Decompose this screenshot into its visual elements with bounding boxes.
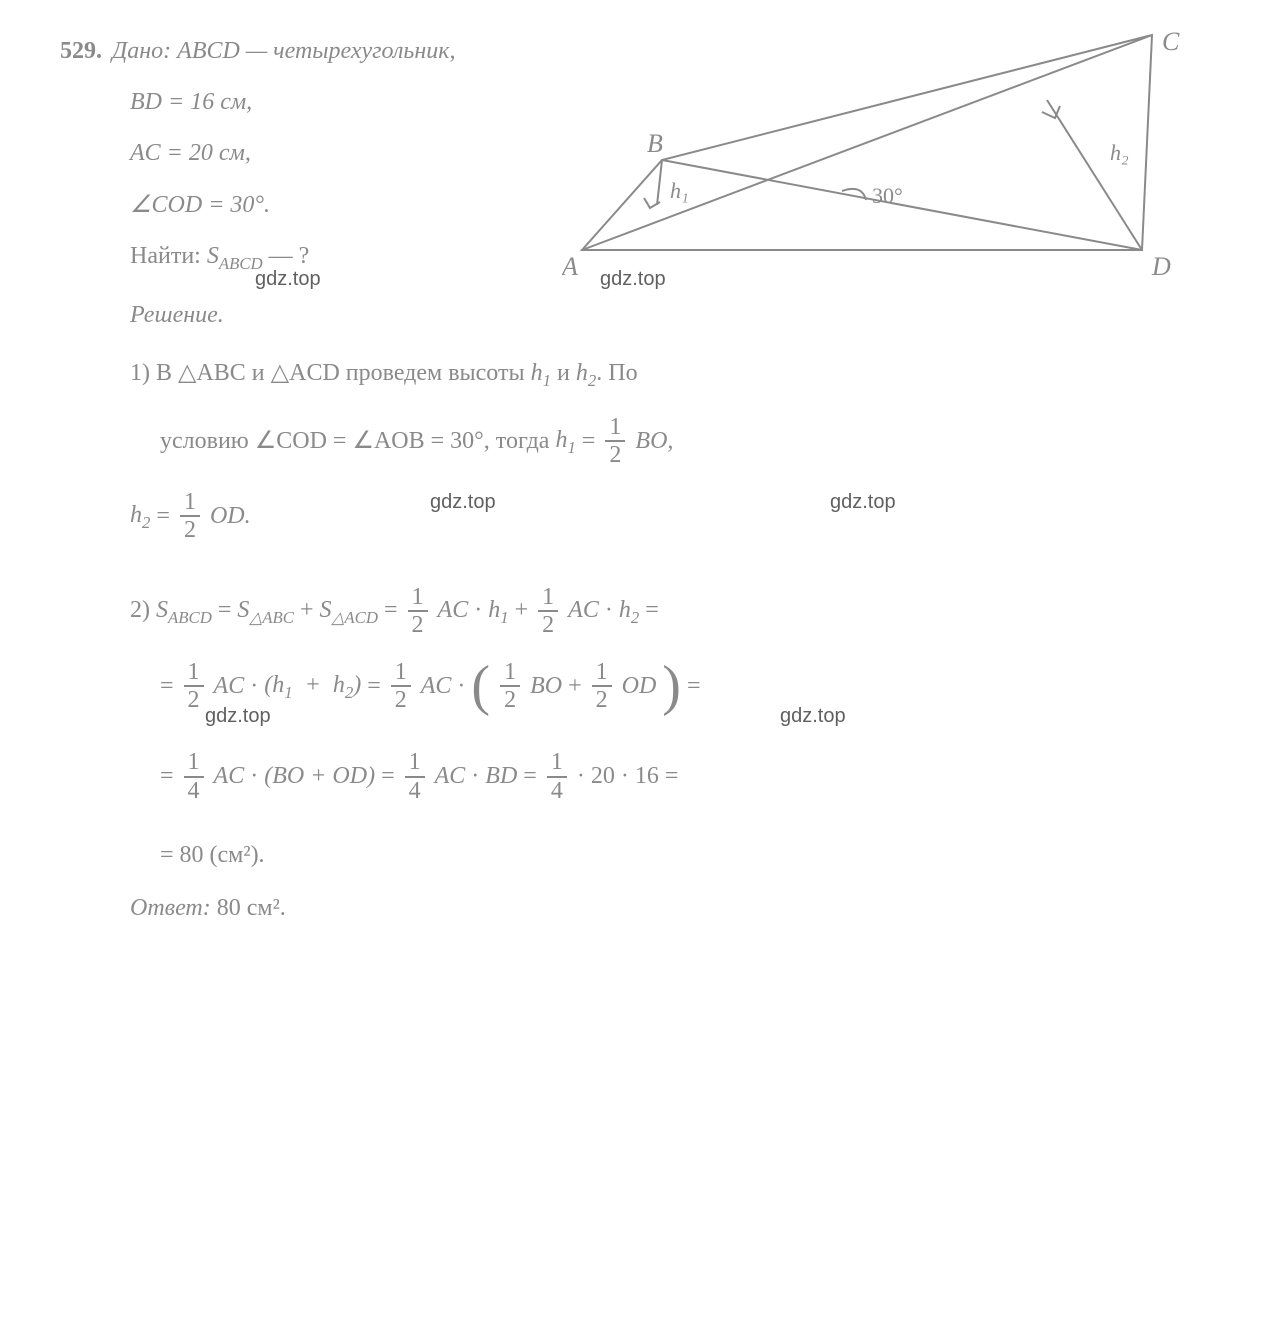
watermark: gdz.top <box>780 698 846 734</box>
eq-h2: h2 = 12 OD. gdz.top gdz.top <box>60 489 1202 544</box>
answer: Ответ: 80 см². <box>60 887 1202 930</box>
step-2-line2: = 12 AC · (h1 + h2) = 12 AC · ( 12BO+12O… <box>60 658 1202 714</box>
label-h2: h₂ <box>1110 140 1129 165</box>
label-angle: 30° <box>872 183 903 208</box>
watermark: gdz.top <box>255 261 321 297</box>
label-h1: h₁ <box>670 178 689 203</box>
step1-a: 1) В △ABC и △ACD проведем высоты <box>130 360 531 386</box>
step-2-line1: 2) SABCD = S△ABC + S△ACD = 12 AC · h1 + … <box>60 584 1202 639</box>
label-C: C <box>1162 30 1180 56</box>
step-2-result: = 80 (см²). <box>60 834 1202 877</box>
step-2-line3: = 14 AC · (BO + OD) = 14 AC · BD = 14 · … <box>60 749 1202 804</box>
find-S: S <box>207 243 219 269</box>
given-label: Дано: <box>112 38 171 64</box>
problem-number: 529. <box>60 30 102 73</box>
solution-title: Решение. <box>60 294 1202 337</box>
label-B: B <box>647 129 663 158</box>
watermark: gdz.top <box>205 698 271 734</box>
step1-c: условию ∠COD = ∠AOB = 30°, тогда <box>160 420 549 463</box>
watermark: gdz.top <box>830 484 896 520</box>
given-main: ABCD — четырехугольник, <box>177 38 455 64</box>
watermark: gdz.top <box>600 261 666 297</box>
step-1: 1) В △ABC и △ACD проведем высоты h1 и h2… <box>60 352 1202 469</box>
watermark: gdz.top <box>430 484 496 520</box>
find-label: Найти: <box>130 243 201 269</box>
